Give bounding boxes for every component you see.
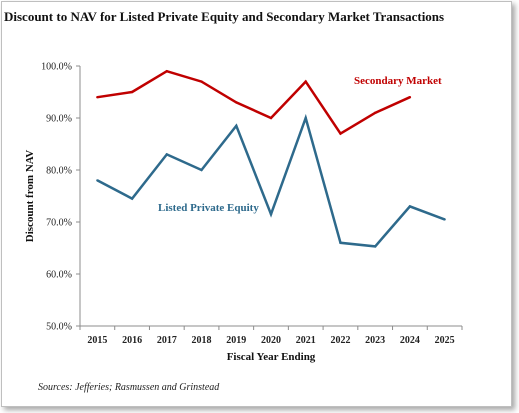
- x-tick-label: 2021: [296, 335, 316, 346]
- x-tick-label: 2024: [400, 335, 420, 346]
- series-line-secondary-market: [97, 69, 411, 136]
- x-tick-label: 2018: [192, 335, 212, 346]
- y-tick-label: 90.0%: [46, 114, 72, 125]
- data-point-listed-private-equity: [408, 205, 412, 208]
- series-label-secondary-market: Secondary Market: [354, 75, 442, 87]
- data-point-listed-private-equity: [339, 241, 342, 244]
- data-point-secondary-market: [165, 70, 169, 73]
- data-point-secondary-market: [408, 96, 412, 99]
- series-line-listed-private-equity: [96, 113, 446, 248]
- x-tick-label: 2015: [87, 335, 107, 346]
- x-tick-label: 2023: [365, 335, 385, 346]
- series-label-listed-private-equity: Listed Private Equity: [158, 202, 259, 214]
- x-axis-title: Fiscal Year Ending: [227, 351, 316, 363]
- y-tick-label: 80.0%: [46, 166, 72, 177]
- x-tick-label: 2020: [261, 335, 281, 346]
- data-point-listed-private-equity: [165, 153, 169, 156]
- data-point-listed-private-equity: [235, 124, 238, 128]
- data-point-secondary-market: [96, 96, 99, 99]
- data-point-secondary-market: [130, 90, 134, 94]
- chart-source: Sources: Jefferies; Rasmussen and Grinst…: [38, 382, 220, 393]
- data-point-secondary-market: [200, 80, 203, 83]
- data-point-listed-private-equity: [96, 179, 99, 182]
- y-tick-label: 100.0%: [41, 62, 72, 73]
- chart-frame: [1, 1, 512, 407]
- data-point-listed-private-equity: [304, 116, 307, 120]
- x-tick-label: 2017: [157, 335, 177, 346]
- data-point-secondary-market: [373, 111, 377, 115]
- data-point-secondary-market: [235, 101, 238, 104]
- data-point-secondary-market: [269, 116, 273, 120]
- x-tick-label: 2019: [226, 335, 246, 346]
- data-point-secondary-market: [339, 132, 342, 135]
- x-tick-label: 2016: [122, 335, 142, 346]
- x-tick-label: 2022: [330, 335, 350, 346]
- data-point-listed-private-equity: [130, 197, 134, 200]
- data-point-listed-private-equity: [443, 218, 446, 221]
- chart-title: Discount to NAV for Listed Private Equit…: [4, 9, 445, 24]
- data-point-secondary-market: [304, 80, 307, 83]
- y-tick-label: 50.0%: [46, 322, 72, 333]
- x-tick-label: 2025: [435, 335, 455, 346]
- y-axis-title: Discount from NAV: [24, 150, 36, 243]
- y-tick-label: 60.0%: [46, 270, 72, 281]
- y-tick-label: 70.0%: [46, 218, 72, 229]
- data-point-listed-private-equity: [269, 213, 273, 216]
- data-point-listed-private-equity: [200, 168, 203, 172]
- data-point-listed-private-equity: [373, 245, 377, 248]
